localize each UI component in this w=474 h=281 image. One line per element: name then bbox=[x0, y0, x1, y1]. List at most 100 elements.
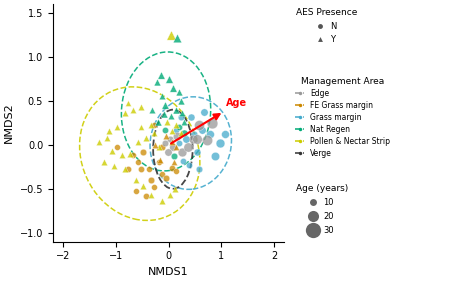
Point bbox=[162, 176, 169, 180]
Point bbox=[150, 123, 158, 128]
Point bbox=[188, 114, 195, 119]
Point bbox=[177, 114, 184, 119]
Point bbox=[113, 145, 121, 150]
Point bbox=[103, 135, 110, 140]
Point bbox=[208, 121, 216, 125]
Y-axis label: NMDS2: NMDS2 bbox=[4, 103, 14, 143]
Point bbox=[157, 72, 165, 77]
Point bbox=[147, 178, 155, 182]
Point bbox=[172, 107, 179, 112]
Point bbox=[158, 199, 165, 203]
Point bbox=[185, 163, 192, 167]
Point bbox=[129, 153, 137, 158]
Point bbox=[127, 151, 134, 156]
Point bbox=[164, 149, 172, 154]
Point bbox=[169, 128, 176, 133]
Point bbox=[132, 178, 139, 182]
Point bbox=[193, 137, 201, 141]
Point bbox=[206, 132, 213, 137]
Point bbox=[172, 169, 180, 173]
Point bbox=[172, 144, 180, 149]
Point bbox=[169, 140, 176, 144]
Point bbox=[145, 167, 153, 172]
Point bbox=[198, 128, 206, 132]
Point bbox=[182, 137, 190, 141]
Point bbox=[140, 184, 147, 189]
Point bbox=[124, 167, 131, 172]
Point bbox=[172, 122, 179, 127]
Point bbox=[121, 111, 129, 115]
Point bbox=[161, 103, 169, 108]
Legend: 10, 20, 30: 10, 20, 30 bbox=[293, 182, 350, 238]
Point bbox=[180, 158, 187, 163]
Point bbox=[155, 160, 163, 165]
Point bbox=[169, 166, 176, 170]
Point bbox=[142, 135, 150, 140]
Point bbox=[134, 160, 142, 165]
Point bbox=[195, 123, 203, 128]
Point bbox=[118, 153, 126, 158]
Point bbox=[203, 138, 210, 143]
Point bbox=[111, 164, 118, 168]
Point bbox=[179, 149, 186, 154]
Point bbox=[161, 112, 168, 116]
Point bbox=[193, 149, 201, 154]
Point bbox=[100, 160, 108, 165]
Point bbox=[129, 107, 137, 112]
Point bbox=[148, 107, 155, 112]
Point bbox=[173, 35, 180, 40]
Point bbox=[169, 85, 177, 90]
Point bbox=[167, 33, 175, 37]
Point bbox=[137, 167, 145, 172]
Point bbox=[170, 160, 178, 165]
Point bbox=[169, 145, 177, 150]
Point bbox=[113, 125, 121, 130]
Point bbox=[179, 111, 186, 115]
Point bbox=[201, 110, 208, 115]
Point bbox=[222, 132, 229, 137]
Point bbox=[155, 144, 163, 149]
Point bbox=[184, 145, 191, 150]
Point bbox=[217, 141, 224, 145]
Point bbox=[132, 188, 139, 193]
Point bbox=[137, 105, 145, 109]
Point bbox=[177, 99, 184, 103]
Point bbox=[181, 120, 188, 124]
Point bbox=[121, 166, 129, 171]
Point bbox=[137, 125, 145, 130]
Point bbox=[175, 141, 183, 145]
Point bbox=[153, 79, 161, 84]
Point bbox=[142, 194, 150, 198]
Point bbox=[166, 193, 173, 197]
Point bbox=[159, 94, 166, 99]
Point bbox=[172, 128, 179, 132]
Point bbox=[147, 193, 155, 197]
Point bbox=[164, 120, 171, 124]
Point bbox=[108, 149, 116, 153]
Point bbox=[147, 122, 155, 127]
Text: Age: Age bbox=[226, 98, 246, 108]
Point bbox=[155, 120, 162, 124]
Point bbox=[189, 137, 197, 141]
Point bbox=[170, 154, 178, 158]
Point bbox=[167, 114, 175, 118]
Point bbox=[151, 142, 159, 147]
Point bbox=[181, 130, 188, 135]
Point bbox=[150, 131, 158, 136]
Point bbox=[95, 140, 102, 144]
Point bbox=[166, 137, 174, 141]
Point bbox=[158, 145, 165, 150]
Point bbox=[175, 90, 183, 94]
Point bbox=[171, 187, 179, 191]
Point bbox=[173, 134, 181, 138]
Point bbox=[175, 125, 183, 130]
X-axis label: NMDS1: NMDS1 bbox=[148, 267, 189, 277]
Point bbox=[177, 131, 184, 136]
Point bbox=[150, 185, 158, 189]
Point bbox=[161, 141, 169, 145]
Point bbox=[124, 100, 131, 105]
Point bbox=[190, 132, 198, 137]
Point bbox=[165, 77, 173, 81]
Point bbox=[161, 128, 169, 132]
Point bbox=[162, 134, 169, 138]
